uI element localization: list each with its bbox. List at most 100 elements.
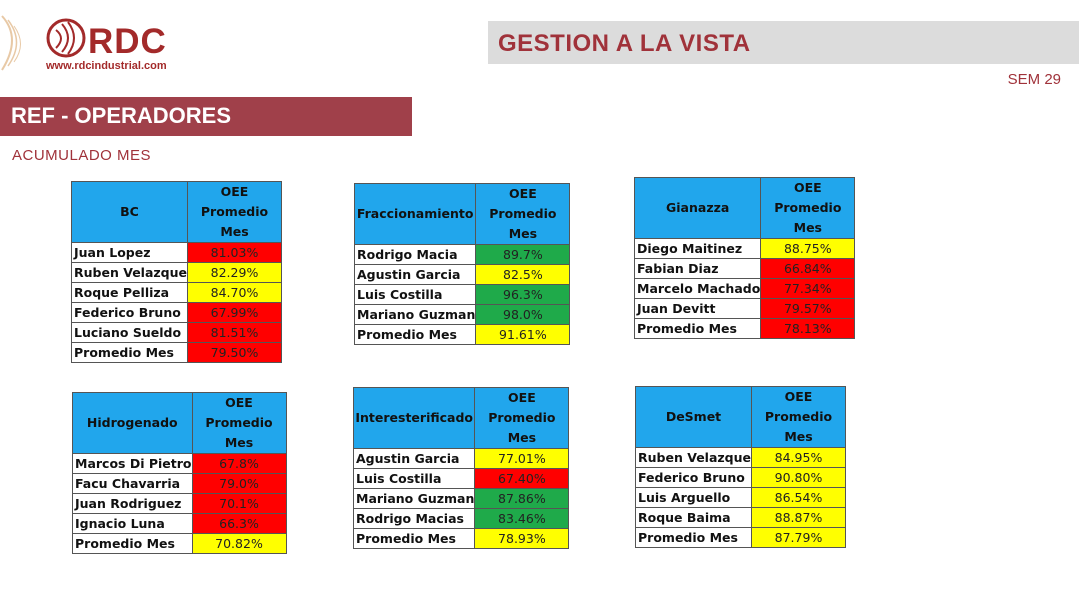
oee-value: 84.70% [187, 282, 282, 303]
operator-name: Roque Pelliza [71, 282, 188, 303]
operator-name: Promedio Mes [635, 527, 752, 548]
operator-name: Luciano Sueldo [71, 322, 188, 343]
area-header: Hidrogenado [72, 392, 193, 454]
table-row: Promedio Mes 78.93% [352, 528, 570, 549]
operator-name: Luis Costilla [352, 468, 476, 489]
operator-name: Juan Rodriguez [72, 493, 193, 514]
oee-table-fraccionamiento: Fraccionamiento OEE Promedio Mes Rodrigo M… [353, 183, 571, 345]
oee-value: 82.5% [475, 264, 571, 285]
metric-header: OEE Promedio Mes [474, 387, 570, 449]
operator-name: Ignacio Luna [72, 513, 193, 534]
metric-header: OEE Promedio Mes [751, 386, 846, 448]
page-title: GESTION A LA VISTA [498, 30, 751, 57]
table-row: Roque Pelliza 84.70% [71, 282, 282, 303]
operator-name: Roque Baima [635, 507, 752, 528]
table-row: Promedio Mes 70.82% [72, 533, 287, 554]
operator-name: Facu Chavarria [72, 473, 193, 494]
oee-value: 83.46% [474, 508, 570, 529]
logo-url: www.rdcindustrial.com [46, 60, 167, 72]
oee-value: 98.0% [475, 304, 571, 325]
oee-value: 67.99% [187, 302, 282, 323]
company-logo: RDC www.rdcindustrial.com [0, 10, 260, 80]
table-row: Luciano Sueldo 81.51% [71, 322, 282, 343]
area-header: Interesterificado [352, 387, 476, 449]
page-title-bar: GESTION A LA VISTA [488, 21, 1079, 64]
oee-value: 78.93% [474, 528, 570, 549]
table-row: Fabian Diaz 66.84% [633, 258, 856, 279]
oee-value: 79.0% [191, 473, 287, 494]
oee-table-bc: BC OEE Promedio Mes Juan Lopez 81.03% Ruben … [71, 181, 282, 363]
operator-name: Juan Devitt [633, 298, 762, 319]
oee-value: 66.3% [191, 513, 287, 534]
operator-name: Ruben Velazque [71, 262, 188, 283]
area-header: Gianazza [633, 177, 762, 239]
oee-value: 96.3% [475, 284, 571, 305]
table-row: Ruben Velazque 82.29% [71, 262, 282, 283]
oee-value: 67.40% [474, 468, 570, 489]
oee-value: 86.54% [751, 487, 846, 508]
area-header: DeSmet [635, 386, 752, 448]
operator-name: Juan Lopez [71, 242, 188, 263]
operator-name: Luis Arguello [635, 487, 752, 508]
table-row: Promedio Mes 87.79% [635, 527, 846, 548]
oee-value: 89.7% [475, 244, 571, 265]
table-row: Marcelo Machado 77.34% [633, 278, 856, 299]
section-title: REF - OPERADORES [11, 103, 232, 128]
table-row: Mariano Guzman 98.0% [353, 304, 571, 325]
operator-name: Rodrigo Macia [353, 244, 477, 265]
oee-value: 81.51% [187, 322, 282, 343]
oee-value: 81.03% [187, 242, 282, 263]
logo-text: RDC [88, 22, 167, 61]
operator-name: Marcos Di Pietro [72, 453, 193, 474]
oee-value: 67.8% [191, 453, 287, 474]
oee-value: 70.82% [191, 533, 287, 554]
operator-name: Promedio Mes [353, 324, 477, 345]
week-label: SEM 29 [1007, 71, 1061, 88]
operator-name: Luis Costilla [353, 284, 477, 305]
operator-name: Promedio Mes [633, 318, 762, 339]
table-row: Ignacio Luna 66.3% [72, 513, 287, 534]
operator-name: Promedio Mes [71, 342, 188, 363]
table-row: Diego Maitinez 88.75% [633, 238, 856, 259]
metric-header: OEE Promedio Mes [191, 392, 287, 454]
operator-name: Federico Bruno [71, 302, 188, 323]
table-row: Marcos Di Pietro 67.8% [72, 453, 287, 474]
oee-value: 70.1% [191, 493, 287, 514]
operator-name: Marcelo Machado [633, 278, 762, 299]
oee-value: 77.34% [760, 278, 856, 299]
table-row: Juan Devitt 79.57% [633, 298, 856, 319]
oee-value: 66.84% [760, 258, 856, 279]
metric-header: OEE Promedio Mes [475, 183, 571, 245]
operator-name: Agustin Garcia [353, 264, 477, 285]
oee-table-gianazza: Gianazza OEE Promedio Mes Diego Maitinez 88… [633, 177, 856, 339]
operator-name: Promedio Mes [72, 533, 193, 554]
oee-value: 91.61% [475, 324, 571, 345]
table-row: Promedio Mes 79.50% [71, 342, 282, 363]
table-row: Luis Arguello 86.54% [635, 487, 846, 508]
operator-name: Diego Maitinez [633, 238, 762, 259]
oee-value: 90.80% [751, 467, 846, 488]
operator-name: Mariano Guzman [353, 304, 477, 325]
oee-value: 87.79% [751, 527, 846, 548]
operator-name: Fabian Diaz [633, 258, 762, 279]
oee-value: 79.57% [760, 298, 856, 319]
table-row: Promedio Mes 78.13% [633, 318, 856, 339]
operator-name: Agustin Garcia [352, 448, 476, 469]
table-row: Federico Bruno 90.80% [635, 467, 846, 488]
oee-value: 84.95% [751, 447, 846, 468]
oee-table-desmet: DeSmet OEE Promedio Mes Ruben Velazque 84.9… [635, 386, 846, 548]
table-row: Roque Baima 88.87% [635, 507, 846, 528]
oee-value: 87.86% [474, 488, 570, 509]
operator-name: Mariano Guzman [352, 488, 476, 509]
oee-value: 77.01% [474, 448, 570, 469]
table-row: Promedio Mes 91.61% [353, 324, 571, 345]
oee-value: 78.13% [760, 318, 856, 339]
table-row: Luis Costilla 67.40% [352, 468, 570, 489]
area-header: BC [71, 181, 188, 243]
table-row: Facu Chavarria 79.0% [72, 473, 287, 494]
metric-header: OEE Promedio Mes [187, 181, 282, 243]
operator-name: Promedio Mes [352, 528, 476, 549]
section-subtitle: ACUMULADO MES [12, 147, 152, 164]
operator-name: Rodrigo Macias [352, 508, 476, 529]
table-row: Rodrigo Macia 89.7% [353, 244, 571, 265]
